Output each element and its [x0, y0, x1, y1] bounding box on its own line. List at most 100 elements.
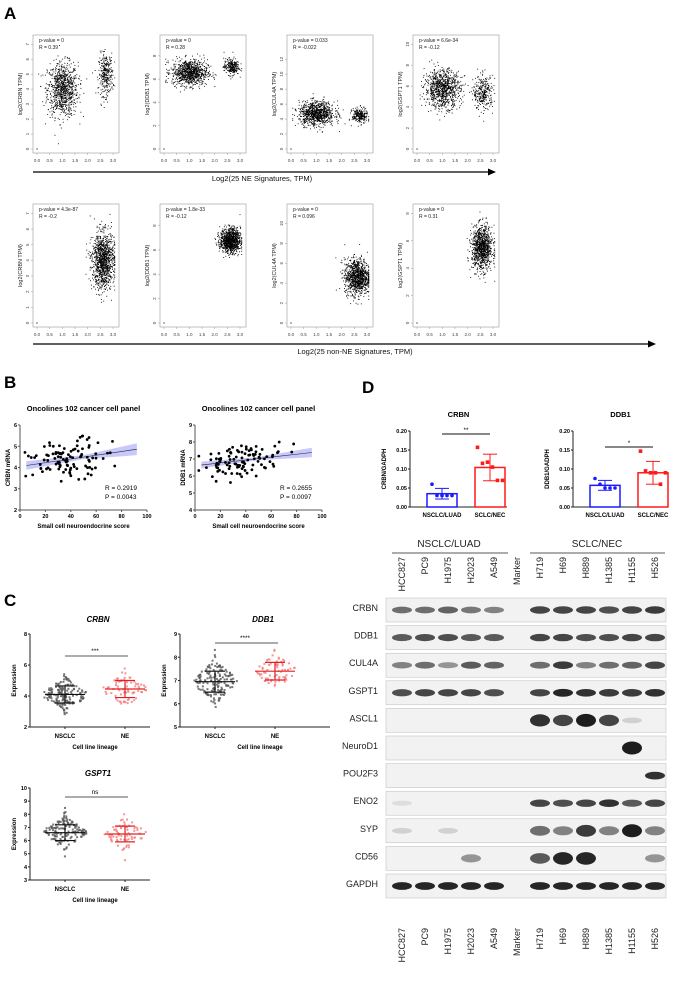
data-point: [482, 74, 483, 76]
data-point: [167, 78, 169, 79]
data-point: [321, 131, 323, 133]
data-point: [68, 113, 70, 115]
data-point: [313, 109, 315, 111]
data-point: [306, 111, 308, 113]
data-point: [311, 113, 313, 115]
data-point: [322, 120, 324, 122]
data-point: [197, 65, 199, 67]
data-point: [45, 97, 47, 99]
data-point: [319, 129, 321, 131]
data-point: [489, 90, 490, 92]
data-point: [474, 104, 476, 106]
data-point: [185, 75, 187, 76]
data-point: [426, 75, 428, 77]
data-point: [187, 72, 189, 74]
data-point: [309, 107, 311, 109]
y-tick-label: 4: [25, 87, 30, 90]
data-point: [306, 109, 308, 110]
panel-label-a: A: [4, 4, 16, 23]
data-point: [193, 79, 195, 81]
data-point: [321, 109, 322, 111]
data-point: [459, 95, 460, 97]
data-point: [59, 75, 61, 77]
data-point: [315, 110, 317, 112]
data-point: [100, 89, 102, 91]
data-point: [301, 113, 303, 115]
data-point: [106, 80, 108, 82]
data-point: [109, 85, 111, 87]
data-point: [435, 77, 437, 79]
data-point: [489, 105, 491, 107]
data-point: [65, 105, 66, 107]
data-point: [330, 115, 332, 116]
data-point: [183, 75, 185, 77]
data-point: [307, 118, 309, 120]
data-point: [193, 77, 194, 79]
data-point: [185, 63, 187, 65]
data-point: [304, 118, 306, 120]
data-point: [182, 62, 184, 64]
data-point: [106, 95, 108, 97]
data-point: [439, 75, 441, 77]
data-point: [193, 69, 195, 71]
data-point: [437, 83, 439, 85]
data-point: [184, 61, 186, 63]
data-point: [229, 68, 231, 70]
data-point: [357, 114, 359, 116]
data-point: [433, 89, 435, 91]
data-point: [70, 102, 72, 103]
data-point: [478, 93, 480, 95]
data-point: [73, 68, 74, 70]
data-point: [446, 80, 448, 82]
data-point: [489, 77, 491, 79]
data-point: [311, 105, 313, 106]
data-point: [193, 65, 195, 67]
data-point: [56, 73, 58, 75]
data-point: [305, 121, 307, 123]
data-point: [62, 83, 63, 84]
data-point: [316, 109, 318, 110]
data-point: [75, 77, 77, 79]
data-point: [301, 123, 303, 125]
data-point: [331, 105, 333, 107]
data-point: [208, 79, 209, 80]
data-point: [449, 78, 451, 80]
data-point: [423, 85, 425, 87]
data-point: [450, 96, 451, 98]
data-point: [65, 68, 67, 70]
data-point: [484, 98, 486, 100]
data-point: [181, 69, 183, 71]
data-point: [231, 75, 233, 77]
data-point: [461, 103, 462, 105]
data-point: [447, 69, 449, 71]
data-point: [178, 71, 179, 73]
data-point: [458, 70, 459, 72]
data-point: [71, 114, 73, 116]
data-point: [201, 58, 203, 60]
data-point: [51, 95, 52, 97]
data-point: [441, 82, 443, 84]
data-point: [52, 73, 53, 75]
data-point: [63, 101, 65, 103]
data-point: [451, 108, 453, 110]
data-point: [327, 110, 328, 112]
data-point: [323, 113, 325, 115]
data-point: [196, 71, 198, 73]
data-point: [318, 120, 320, 122]
data-point: [491, 100, 493, 102]
y-axis-label: log2(DDB1 TPM): [145, 73, 151, 115]
data-point: [314, 111, 316, 113]
data-point: [477, 100, 479, 102]
data-point: [449, 97, 451, 99]
data-point: [475, 97, 477, 99]
data-point: [433, 78, 435, 80]
data-point: [104, 72, 105, 74]
data-point: [364, 121, 366, 123]
data-point: [50, 92, 51, 94]
data-point: [436, 95, 438, 97]
data-point: [317, 106, 319, 108]
data-point: [49, 91, 51, 93]
data-point: [196, 80, 198, 82]
data-point: [66, 74, 68, 75]
data-point: [437, 61, 439, 63]
